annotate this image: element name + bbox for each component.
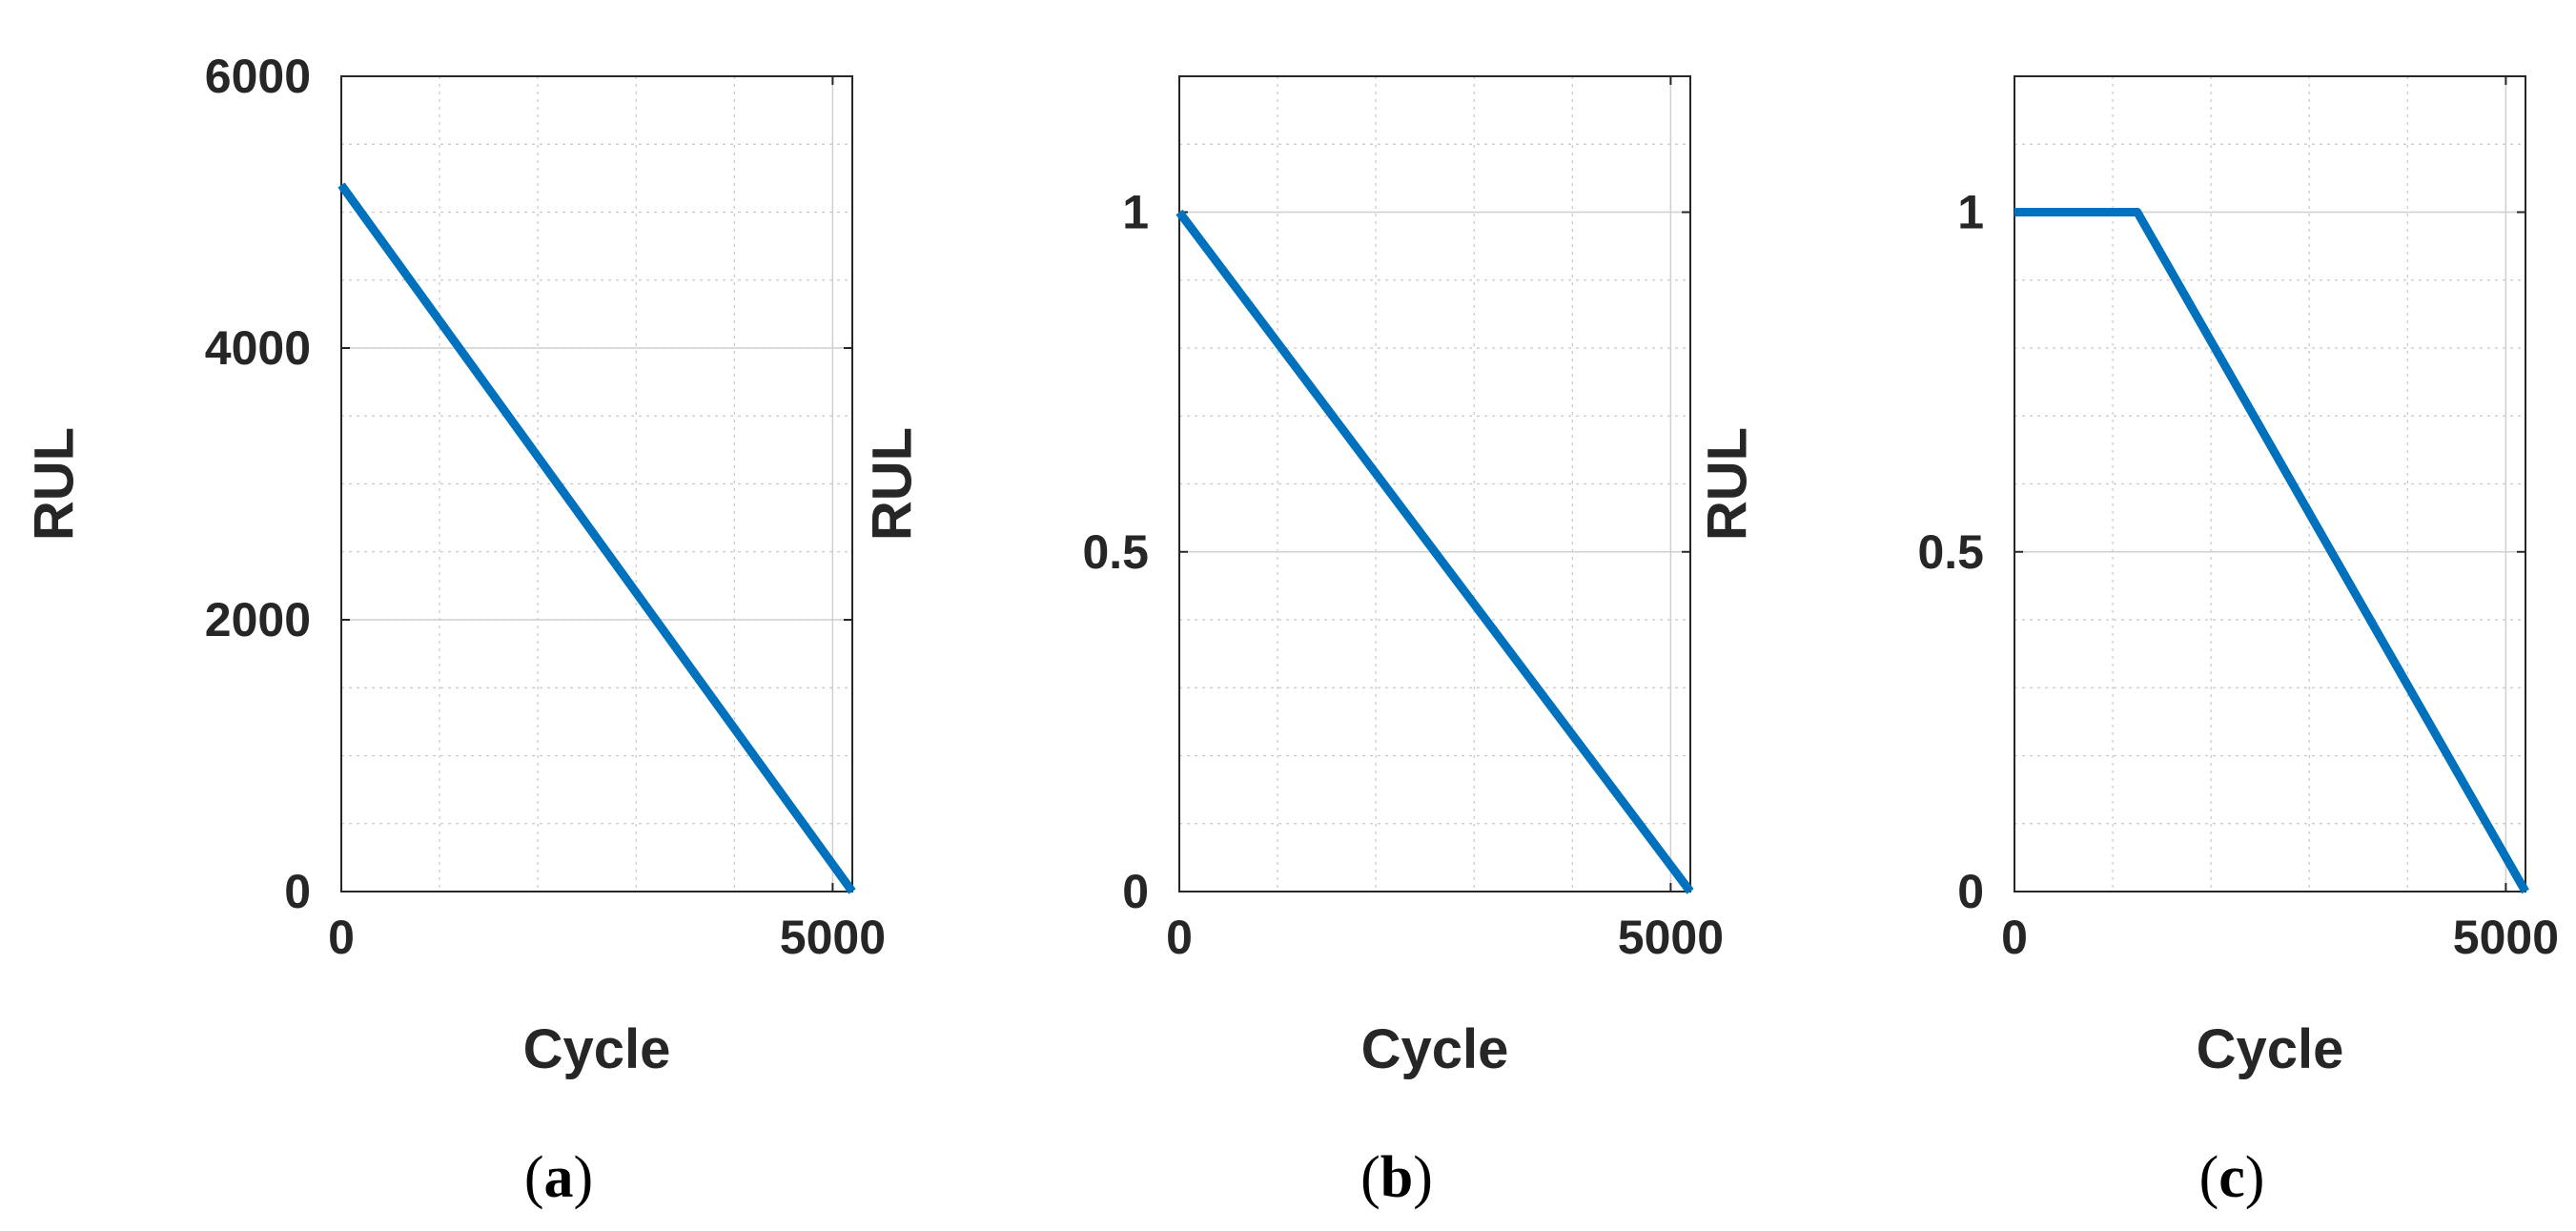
- axes-box: [1178, 75, 1691, 892]
- panel-label: (c): [2199, 1145, 2265, 1210]
- data-point: [2014, 212, 2015, 213]
- y-tick-label: 0.5: [1917, 525, 1984, 579]
- y-axis-label: RUL: [1696, 427, 1758, 541]
- x-tick-label: 5000: [1618, 911, 1724, 964]
- y-tick-label: 4000: [205, 321, 311, 375]
- y-tick-label: 0: [1122, 865, 1149, 918]
- axes-box: [340, 75, 853, 892]
- panel-label: (b): [1360, 1145, 1433, 1210]
- y-tick-label: 0: [1957, 865, 1984, 918]
- y-tick-label: 0.5: [1082, 525, 1149, 579]
- x-tick-label: 0: [1166, 911, 1193, 964]
- panel-label: (a): [524, 1145, 593, 1210]
- x-axis-label: Cycle: [2197, 1018, 2344, 1080]
- axes-box: [2014, 75, 2526, 892]
- data-point: [340, 184, 342, 186]
- y-tick-label: 1: [1957, 186, 1984, 239]
- x-tick-label: 5000: [780, 911, 886, 964]
- x-tick-label: 0: [2001, 911, 2028, 964]
- y-tick-label: 2000: [205, 593, 311, 646]
- y-axis-label: RUL: [23, 427, 85, 541]
- y-tick-label: 0: [284, 865, 311, 918]
- data-series-line: [337, 182, 856, 894]
- data-point: [2136, 212, 2138, 213]
- x-tick-label: 5000: [2453, 911, 2559, 964]
- y-axis-label: RUL: [861, 427, 923, 541]
- data-point: [1178, 212, 1180, 213]
- y-tick-label: 6000: [205, 50, 311, 103]
- chart-panel-c: 0 5000 0 0.5 1 Cycle RUL (c): [1696, 75, 2559, 1210]
- x-tick-label: 0: [328, 911, 355, 964]
- chart-panel-b: 0 5000 0 0.5 1 Cycle RUL (b): [861, 75, 1724, 1210]
- chart-panel-a: 0 5000 0 2000 4000 6000 Cycle RUL (a): [23, 50, 886, 1210]
- y-tick-label: 1: [1122, 186, 1149, 239]
- x-axis-label: Cycle: [1361, 1018, 1509, 1080]
- x-axis-label: Cycle: [523, 1018, 671, 1080]
- data-series-line: [1176, 209, 1694, 894]
